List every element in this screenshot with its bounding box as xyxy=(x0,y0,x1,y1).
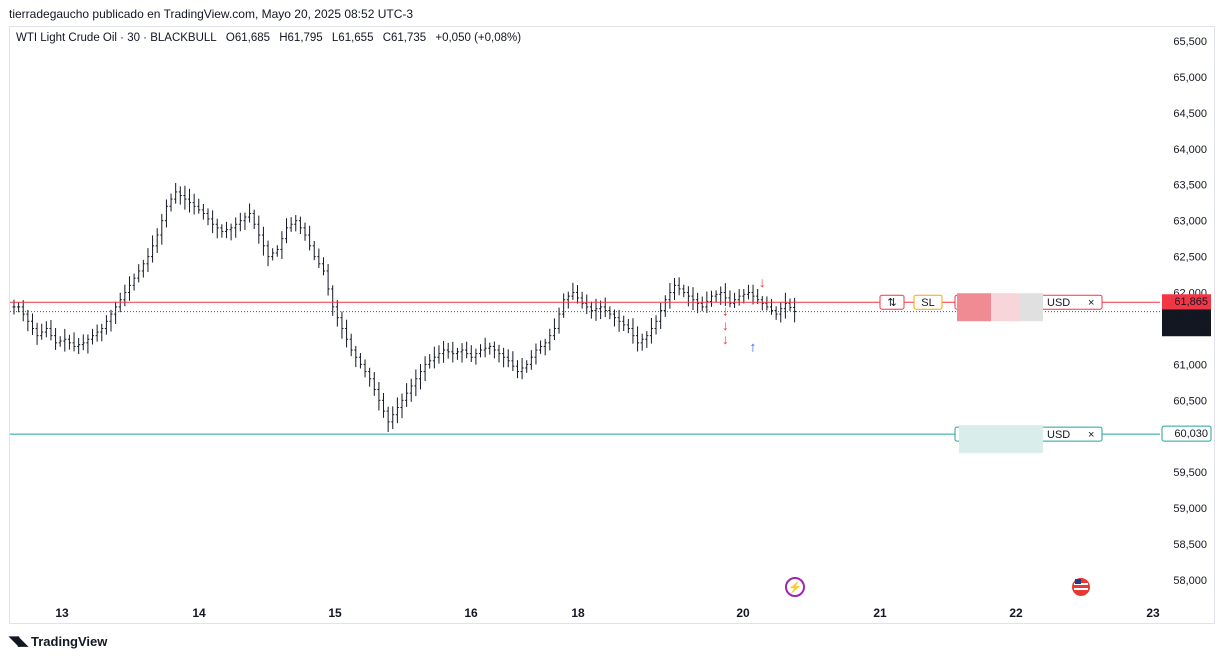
open-value: O61,685 xyxy=(225,32,271,44)
y-tick-label: 61,000 xyxy=(1173,359,1207,371)
y-tick-label: 59,000 xyxy=(1173,503,1207,515)
order-lines-group xyxy=(10,301,1160,435)
close-value: C61,735 xyxy=(382,32,427,44)
red-panel-block xyxy=(991,293,1019,322)
y-tick-label: 64,000 xyxy=(1173,144,1207,156)
current-price-tag xyxy=(1162,309,1211,337)
x-tick-label: 18 xyxy=(571,606,585,620)
reverse-icon: ⇅ xyxy=(887,297,896,309)
candles-group xyxy=(12,182,797,432)
chart-icons: ⚡ xyxy=(785,577,1090,597)
sell-arrow-icon: ↓ xyxy=(722,317,729,333)
sl-label: SL xyxy=(921,297,934,309)
teal-price-tag xyxy=(1161,425,1212,442)
x-tick-label: 16 xyxy=(464,606,478,620)
red-panel-block xyxy=(957,293,991,322)
sell-arrow-icon: ↓ xyxy=(759,274,766,290)
teal-price-label: 60,030 xyxy=(1174,428,1208,440)
red-panel-block xyxy=(1019,293,1043,322)
economic-event-icon xyxy=(785,577,805,597)
y-tick-label: 60,500 xyxy=(1173,395,1207,407)
high-value: H61,795 xyxy=(279,32,323,44)
symbol-label[interactable]: WTI Light Crude Oil · 30 · BLACKBULL xyxy=(16,32,217,44)
ohlc-header: WTI Light Crude Oil · 30 · BLACKBULL O61… xyxy=(16,32,527,44)
buy-arrow-icon: ↑ xyxy=(750,338,757,354)
y-tick-label: 58,000 xyxy=(1173,575,1207,587)
teal-panel-block xyxy=(959,425,1043,454)
current-price-label: 61,735 xyxy=(1174,312,1208,324)
x-tick-label: 14 xyxy=(192,606,206,620)
currency-label: USD xyxy=(1047,297,1070,309)
close-icon: × xyxy=(1088,297,1094,309)
x-tick-label: 13 xyxy=(55,606,69,620)
red-price-label: 61,865 xyxy=(1174,296,1208,308)
order-panels: ⇅ SL USD × USD × xyxy=(879,293,1103,454)
x-tick-label: 22 xyxy=(1009,606,1023,620)
x-tick-label: 20 xyxy=(736,606,750,620)
publisher-line: tierradegaucho publicado en TradingView.… xyxy=(9,7,414,21)
sell-arrow-icon: ↓ xyxy=(722,303,729,319)
sl-button xyxy=(913,294,943,310)
x-tick-label: 21 xyxy=(873,606,887,620)
tradingview-mark-icon: ◥◣ xyxy=(9,633,28,648)
red-price-tag xyxy=(1162,294,1211,310)
y-tick-label: 62,500 xyxy=(1173,252,1207,264)
close-icon: × xyxy=(1088,429,1094,441)
x-axis: 13 14 15 16 18 20 21 22 23 xyxy=(55,606,1160,620)
us-flag-stripe xyxy=(1074,588,1088,590)
y-tick-label: 59,500 xyxy=(1173,467,1207,479)
sell-arrow-icon: ↓ xyxy=(722,331,729,347)
tradingview-logo[interactable]: ◥◣ TradingView xyxy=(9,633,107,649)
trade-markers-group: ↓↓↓↓↑ xyxy=(722,274,766,355)
lightning-icon: ⚡ xyxy=(788,581,802,594)
currency-label: USD xyxy=(1047,429,1070,441)
chart-frame xyxy=(9,26,1215,624)
us-flag-canton xyxy=(1075,579,1081,584)
low-value: L61,655 xyxy=(331,32,374,44)
y-tick-label: 63,500 xyxy=(1173,180,1207,192)
y-axis: 65,500 65,000 64,500 64,000 63,500 63,000 62,5… xyxy=(1161,36,1212,587)
y-tick-label: 65,000 xyxy=(1173,72,1207,84)
reverse-button xyxy=(879,294,905,310)
brand-label: TradingView xyxy=(31,633,108,649)
y-tick-label: 63,000 xyxy=(1173,216,1207,228)
change-value: +0,050 (+0,08%) xyxy=(435,32,522,44)
countdown-label: 07:48 xyxy=(1180,324,1208,336)
y-tick-label: 65,500 xyxy=(1173,36,1207,48)
y-tick-label: 58,500 xyxy=(1173,539,1207,551)
x-tick-label: 15 xyxy=(328,606,342,620)
x-tick-label: 23 xyxy=(1146,606,1160,620)
y-tick-label: 64,500 xyxy=(1173,108,1207,120)
